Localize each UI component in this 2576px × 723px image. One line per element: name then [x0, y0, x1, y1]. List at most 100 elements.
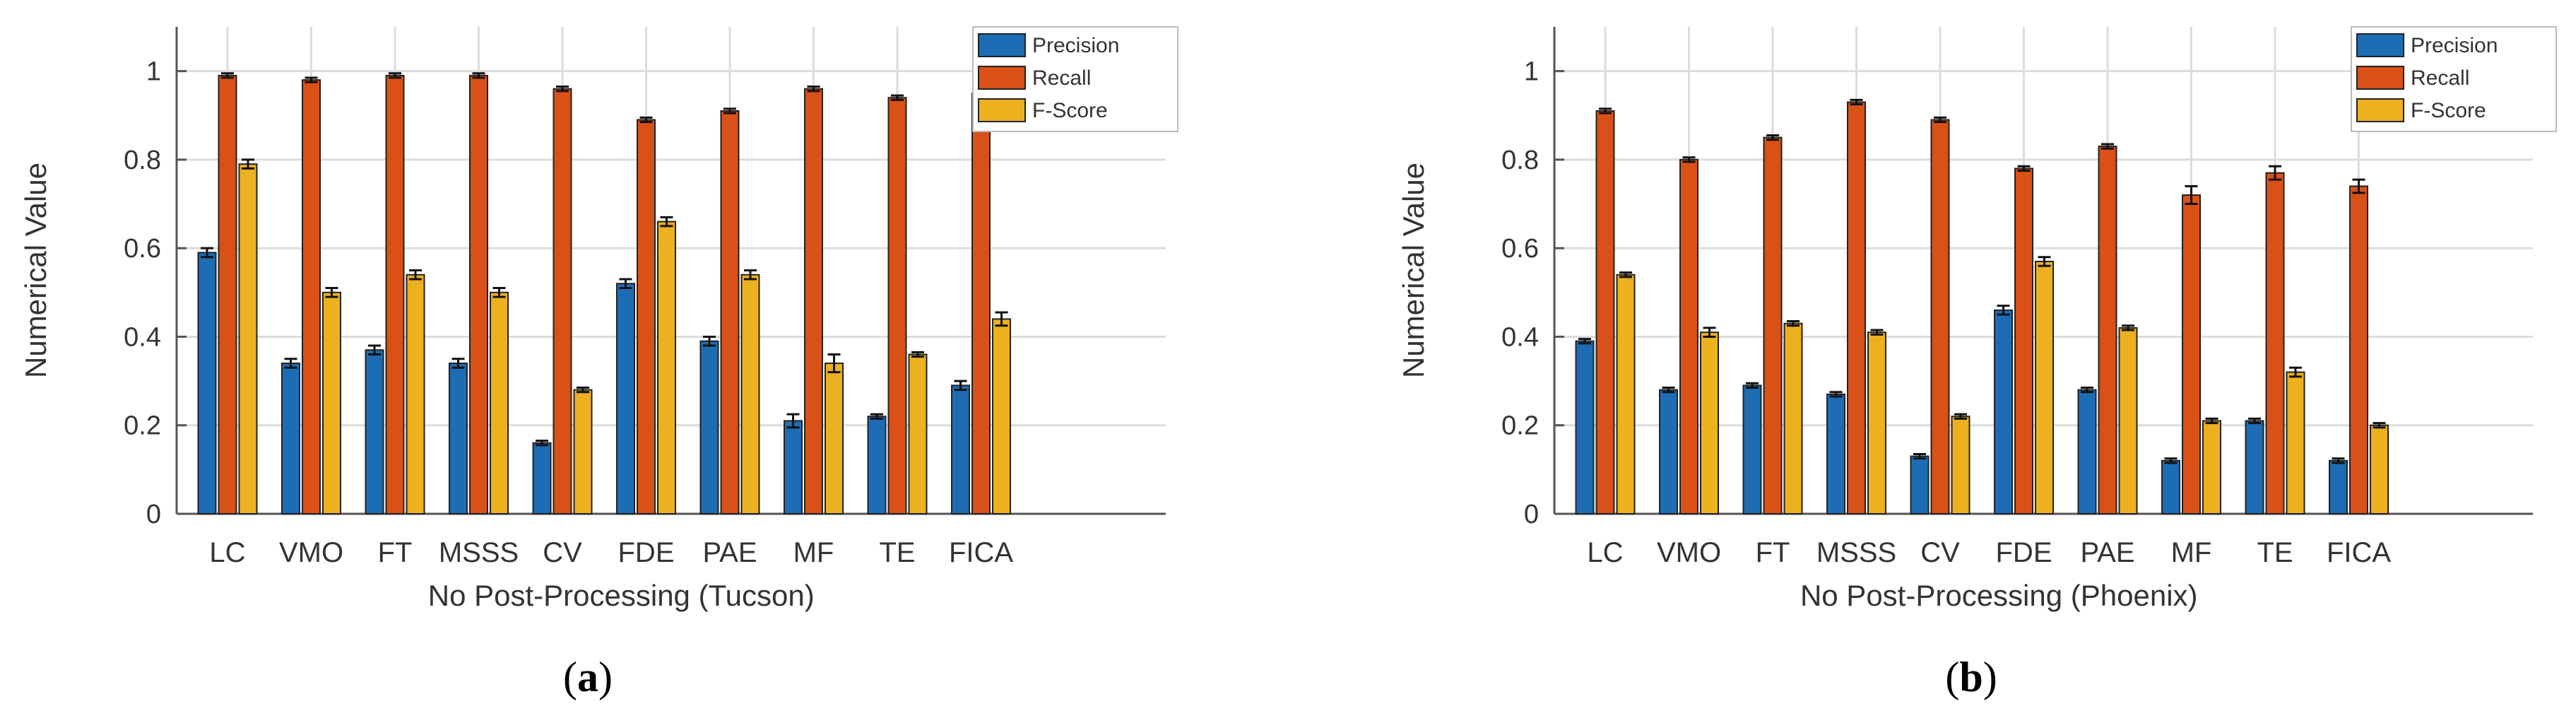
error-bar-precision-mf: [786, 413, 800, 429]
bar-f-score-ft: [406, 274, 425, 515]
x-tick-label-vmo: VMO: [1657, 537, 1721, 568]
x-axis-label: No Post-Processing (Tucson): [428, 579, 815, 612]
error-bar-recall-te: [2269, 165, 2281, 181]
legend: Precision Recall F-Score: [972, 26, 1178, 132]
error-bar-precision-pae: [2081, 386, 2093, 394]
legend-label-recall: Recall: [2411, 66, 2469, 90]
x-tick-label-fde: FDE: [618, 537, 675, 568]
x-axis-label: No Post-Processing (Phoenix): [1800, 579, 2198, 612]
bar-f-score-fica: [2370, 424, 2389, 515]
bar-f-score-ft: [1783, 322, 1803, 515]
bar-recall-fde: [2014, 167, 2033, 515]
error-bar-f-score-vmo: [325, 287, 338, 298]
bar-recall-pae: [720, 110, 740, 515]
bar-recall-ft: [1763, 136, 1783, 515]
x-tick-label-ft: FT: [1756, 537, 1790, 568]
bar-f-score-msss: [1867, 331, 1886, 515]
legend-swatch-recall: [978, 66, 1026, 90]
bar-f-score-lc: [1616, 274, 1636, 515]
bar-f-score-cv: [573, 389, 593, 515]
bar-precision-te: [2245, 420, 2264, 515]
bar-precision-lc: [1575, 340, 1595, 515]
panel-label: (a): [563, 654, 613, 700]
legend-swatch-recall: [2356, 66, 2404, 90]
error-bar-recall-fde: [639, 116, 653, 124]
error-bar-f-score-cv: [577, 386, 589, 394]
y-tick-label: 0.2: [1501, 411, 1539, 441]
error-bar-precision-fica: [954, 380, 967, 392]
bar-f-score-te: [2286, 371, 2305, 515]
bar-recall-te: [887, 97, 907, 515]
error-bar-precision-mf: [2164, 457, 2178, 464]
error-bar-f-score-vmo: [1703, 327, 1716, 338]
bar-f-score-fica: [992, 318, 1011, 515]
bar-precision-cv: [1910, 455, 1930, 515]
x-tick-label-ft: FT: [378, 537, 413, 568]
bar-f-score-mf: [2202, 420, 2221, 515]
bar-recall-fica: [2349, 185, 2368, 515]
panel-label-open-paren: (: [1945, 654, 1959, 700]
error-bar-recall-cv: [1934, 116, 1946, 124]
chart-panel-b: 0 0.2 0.4 0.6 0.8 1 LC VMO FT MSSS CV FDE PAE MF TE FIC…: [1397, 26, 2557, 700]
bar-precision-ft: [365, 349, 384, 515]
error-bar-f-score-pae: [2122, 324, 2134, 331]
legend-swatch-precision: [2356, 33, 2404, 57]
bar-precision-pae: [2077, 389, 2097, 515]
y-tick-label: 0: [146, 500, 161, 529]
error-bar-precision-pae: [703, 335, 716, 347]
bar-precision-fica: [951, 384, 970, 515]
bar-precision-lc: [197, 252, 217, 515]
panel-label-open-paren: (: [563, 654, 577, 700]
error-bar-recall-fde: [2017, 165, 2031, 172]
x-tick-label-mf: MF: [2171, 537, 2212, 568]
error-bar-precision-vmo: [284, 358, 297, 369]
error-bar-recall-mf: [807, 86, 820, 93]
bar-recall-cv: [553, 88, 572, 515]
bar-precision-mf: [784, 420, 803, 515]
error-bar-f-score-fde: [2038, 256, 2051, 267]
bar-f-score-mf: [825, 363, 844, 515]
bar-recall-cv: [1930, 119, 1950, 515]
legend-label-precision: Precision: [1032, 34, 1119, 57]
bar-recall-te: [2265, 172, 2285, 515]
error-bar-f-score-mf: [827, 353, 841, 374]
error-bar-precision-ft: [1746, 382, 1759, 389]
bar-f-score-te: [908, 353, 928, 515]
bar-recall-msss: [469, 74, 488, 515]
error-bar-recall-pae: [2101, 143, 2114, 150]
bar-f-score-pae: [740, 274, 760, 515]
error-bar-f-score-msss: [1870, 329, 1884, 336]
panel-label-close-paren: ): [1983, 654, 1997, 700]
error-bar-precision-msss: [451, 358, 465, 369]
bar-precision-vmo: [281, 363, 300, 515]
panel-label: (b): [1945, 654, 1997, 700]
panel-label-close-paren: ): [598, 654, 613, 700]
error-bar-recall-vmo: [305, 76, 318, 83]
error-bar-f-score-te: [911, 351, 924, 358]
bar-precision-msss: [1826, 393, 1845, 515]
error-bar-f-score-cv: [1954, 413, 1967, 420]
bar-precision-pae: [699, 340, 719, 515]
error-bar-recall-lc: [221, 72, 234, 79]
y-tick-label: 0.6: [124, 234, 161, 264]
bar-precision-cv: [532, 442, 552, 515]
error-bar-recall-ft: [389, 72, 401, 79]
y-tick-label: 0.8: [124, 146, 161, 175]
y-axis-label: Numerical Value: [19, 163, 52, 378]
y-tick-label: 0: [1524, 500, 1539, 529]
error-bar-precision-ft: [368, 344, 381, 356]
bar-precision-fica: [2329, 459, 2348, 515]
x-tick-label-msss: MSSS: [1816, 537, 1896, 568]
error-bar-precision-msss: [1829, 391, 1843, 398]
y-axis-label: Numerical Value: [1397, 163, 1430, 378]
y-tick-label: 0.4: [124, 322, 161, 352]
error-bar-recall-mf: [2185, 184, 2198, 206]
error-bar-f-score-fde: [660, 216, 673, 228]
x-tick-label-lc: LC: [1587, 537, 1623, 568]
error-bar-f-score-lc: [242, 158, 254, 170]
error-bar-recall-vmo: [1682, 156, 1696, 163]
bar-recall-pae: [2098, 146, 2117, 515]
error-bar-recall-msss: [1850, 98, 1863, 106]
error-bar-f-score-ft: [1787, 320, 1800, 327]
error-bar-recall-msss: [472, 72, 485, 79]
